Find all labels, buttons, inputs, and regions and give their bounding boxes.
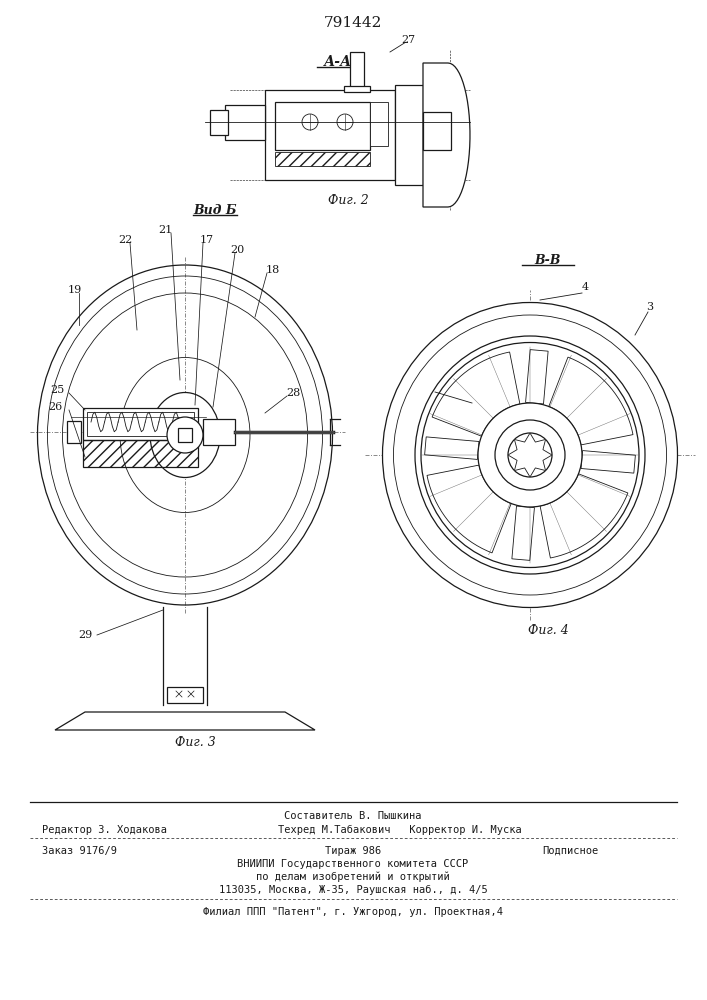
Bar [167,687,203,703]
Polygon shape [581,451,636,473]
Text: 25: 25 [50,385,64,395]
Polygon shape [427,465,511,553]
Polygon shape [432,352,520,436]
Text: Редактор З. Ходакова: Редактор З. Ходакова [42,825,168,835]
Bar [423,112,451,150]
Circle shape [167,417,203,453]
Bar [203,419,235,445]
Bar [275,102,370,150]
Polygon shape [423,63,470,207]
Text: 29: 29 [78,630,92,640]
Polygon shape [525,350,548,404]
Bar [275,152,370,166]
Bar [178,428,192,442]
Text: Филиал ППП "Патент", г. Ужгород, ул. Проектная,4: Филиал ППП "Патент", г. Ужгород, ул. Про… [203,907,503,917]
Text: Подписное: Подписное [542,846,598,856]
Circle shape [508,433,552,477]
Text: Техред М.Табакович   Корректор И. Муска: Техред М.Табакович Корректор И. Муска [278,825,522,835]
Polygon shape [549,357,633,445]
Bar [83,408,198,440]
Text: В-В: В-В [534,253,561,266]
Text: 22: 22 [118,235,132,245]
Text: 21: 21 [158,225,172,235]
Polygon shape [55,712,315,730]
Text: Составитель В. Пышкина: Составитель В. Пышкина [284,811,422,821]
Polygon shape [540,474,628,558]
Circle shape [337,114,353,130]
Text: по делам изобретений и открытий: по делам изобретений и открытий [256,872,450,882]
Text: А-А: А-А [324,55,352,69]
Polygon shape [508,433,552,477]
Text: 4: 4 [581,282,588,292]
Bar [265,90,395,180]
Text: Фиг. 2: Фиг. 2 [327,194,368,207]
Text: Фиг. 3: Фиг. 3 [175,736,216,750]
Circle shape [302,114,318,130]
Circle shape [495,420,565,490]
Text: 20: 20 [230,245,244,255]
Bar [210,110,228,135]
Bar [370,102,388,146]
Text: 791442: 791442 [324,16,382,30]
Text: 24: 24 [423,385,437,395]
Bar [350,52,364,90]
Ellipse shape [421,342,639,568]
Circle shape [478,403,582,507]
Bar [344,86,370,92]
Bar [395,85,423,185]
Text: 27: 27 [401,35,415,45]
Ellipse shape [382,302,677,607]
Bar [83,408,198,440]
Ellipse shape [150,392,220,478]
Bar [83,440,198,467]
Bar [67,421,81,443]
Bar [370,102,388,146]
Text: 18: 18 [266,265,280,275]
Bar [395,85,423,185]
Text: 19: 19 [68,285,82,295]
Text: 28: 28 [286,388,300,398]
Ellipse shape [415,336,645,574]
Text: Фиг. 4: Фиг. 4 [527,624,568,637]
Text: ВНИИПИ Государственного комитета СССР: ВНИИПИ Государственного комитета СССР [238,859,469,869]
Text: 26: 26 [48,402,62,412]
Bar [225,105,265,140]
Bar [265,90,395,180]
Text: Заказ 9176/9: Заказ 9176/9 [42,846,117,856]
Text: Тираж 986: Тираж 986 [325,846,381,856]
Text: Вид Б: Вид Б [193,204,237,217]
Polygon shape [512,506,534,560]
Text: 17: 17 [200,235,214,245]
Bar [87,412,194,436]
Polygon shape [425,437,479,459]
Ellipse shape [394,315,667,595]
Text: 113035, Москва, Ж-35, Раушская наб., д. 4/5: 113035, Москва, Ж-35, Раушская наб., д. … [218,885,487,895]
Bar [350,52,364,90]
Bar [203,419,235,445]
Text: 3: 3 [646,302,653,312]
